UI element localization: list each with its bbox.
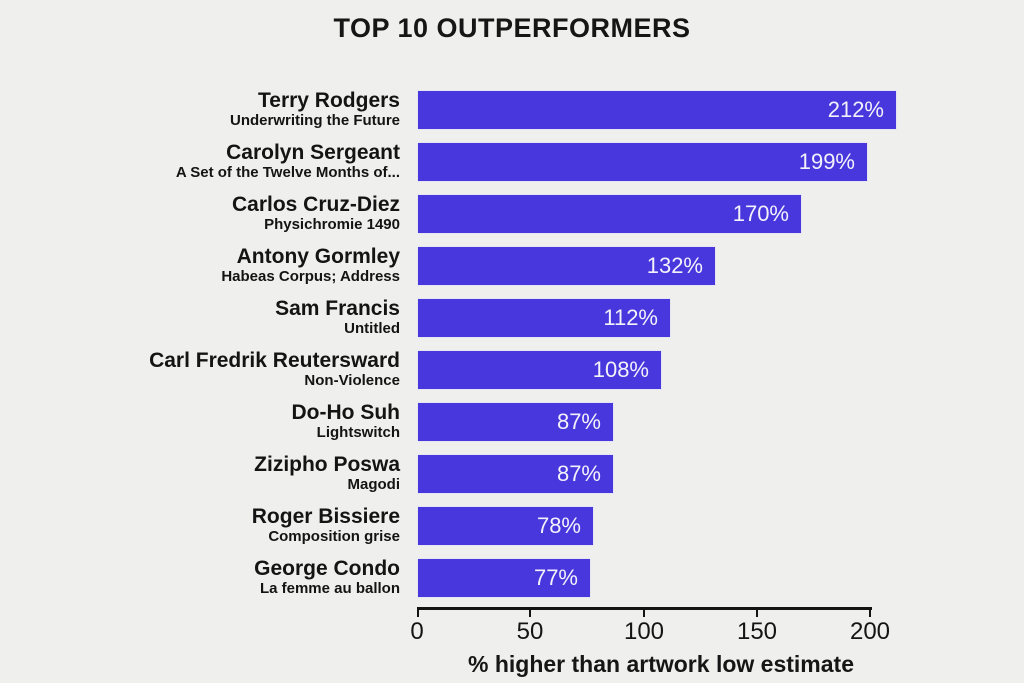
x-axis-tick — [643, 610, 645, 617]
bar-value-label: 78% — [536, 513, 581, 538]
artwork-title: A Set of the Twelve Months of... — [175, 164, 400, 182]
artist-name: Roger Bissiere — [251, 505, 400, 529]
bar-row: Carolyn Sergeant A Set of the Twelve Mont… — [0, 136, 1024, 188]
bar-row: Carl Fredrik Reutersward Non-Violence 108% — [0, 344, 1024, 396]
x-axis-line — [417, 607, 872, 610]
bar: 78% — [417, 506, 594, 546]
bar-row: Roger Bissiere Composition grise 78% — [0, 500, 1024, 552]
artwork-title: Habeas Corpus; Address — [221, 268, 400, 286]
bar: 132% — [417, 246, 716, 286]
artwork-title: Physichromie 1490 — [264, 216, 400, 234]
x-axis-tick — [417, 610, 419, 617]
chart-title: TOP 10 OUTPERFORMERS — [333, 13, 691, 43]
bar: 87% — [417, 454, 614, 494]
bar-row: Antony Gormley Habeas Corpus; Address 132% — [0, 240, 1024, 292]
bar-label: Antony Gormley Habeas Corpus; Address — [0, 245, 417, 287]
bar-value-label: 87% — [556, 409, 601, 434]
bar-value-label: 108% — [592, 357, 649, 382]
bar: 108% — [417, 350, 662, 390]
bar: 112% — [417, 298, 671, 338]
bar-row: Sam Francis Untitled 112% — [0, 292, 1024, 344]
bar-label: Carlos Cruz-Diez Physichromie 1490 — [0, 193, 417, 235]
x-axis-tick — [869, 610, 871, 617]
artist-name: Carlos Cruz-Diez — [231, 193, 400, 217]
bar: 199% — [417, 142, 868, 182]
bar-row: Zizipho Poswa Magodi 87% — [0, 448, 1024, 500]
artist-name: Do-Ho Suh — [291, 401, 400, 425]
artist-name: Sam Francis — [275, 297, 400, 321]
bar-value-label: 170% — [732, 201, 789, 226]
artwork-title: Composition grise — [268, 528, 400, 546]
bar-value-label: 112% — [603, 305, 658, 330]
x-axis-tick-label: 100 — [623, 618, 665, 645]
bar-label: Carl Fredrik Reutersward Non-Violence — [0, 349, 417, 391]
bar-row: Do-Ho Suh Lightswitch 87% — [0, 396, 1024, 448]
artist-name: Terry Rodgers — [258, 89, 400, 113]
bar: 212% — [417, 90, 897, 130]
bar-value-label: 87% — [556, 461, 601, 486]
x-axis-label: % higher than artwork low estimate — [468, 651, 854, 677]
bar-value-label: 199% — [798, 149, 855, 174]
artist-name: Carl Fredrik Reutersward — [149, 349, 400, 373]
bar-row: Carlos Cruz-Diez Physichromie 1490 170% — [0, 188, 1024, 240]
bar-label: Sam Francis Untitled — [0, 297, 417, 339]
bar-label: Carolyn Sergeant A Set of the Twelve Mont… — [0, 141, 417, 183]
x-axis-tick — [756, 610, 758, 617]
artwork-title: Non-Violence — [304, 372, 400, 390]
artwork-title: Untitled — [344, 320, 400, 338]
x-axis: 0 50 100 150 200 — [410, 607, 1024, 649]
bar-value-label: 77% — [533, 565, 578, 590]
bar: 170% — [417, 194, 802, 234]
x-axis-tick-label: 0 — [410, 618, 424, 645]
artwork-title: Underwriting the Future — [230, 112, 400, 130]
bar-row: Terry Rodgers Underwriting the Future 212% — [0, 84, 1024, 136]
bar: 77% — [417, 558, 591, 598]
bar-label: Roger Bissiere Composition grise — [0, 505, 417, 547]
x-axis-tick-label: 200 — [849, 618, 891, 645]
artwork-title: La femme au ballon — [259, 580, 400, 598]
bar-label: Terry Rodgers Underwriting the Future — [0, 89, 417, 131]
bar-label: Do-Ho Suh Lightswitch — [0, 401, 417, 443]
artwork-title: Lightswitch — [316, 424, 400, 442]
artist-name: Antony Gormley — [236, 245, 400, 269]
x-axis-tick — [529, 610, 531, 617]
bar-value-label: 212% — [827, 97, 884, 122]
bar-label: George Condo La femme au ballon — [0, 557, 417, 599]
artist-name: George Condo — [254, 557, 400, 581]
bar-value-label: 132% — [646, 253, 703, 278]
bar-rows: Terry Rodgers Underwriting the Future 212%… — [0, 84, 1024, 604]
artist-name: Zizipho Poswa — [254, 453, 400, 477]
artwork-title: Magodi — [347, 476, 401, 494]
bar-row: George Condo La femme au ballon 77% — [0, 552, 1024, 604]
bar-label: Zizipho Poswa Magodi — [0, 453, 417, 495]
artist-name: Carolyn Sergeant — [226, 141, 400, 165]
x-axis-tick-label: 50 — [516, 618, 544, 645]
bar: 87% — [417, 402, 614, 442]
x-axis-tick-label: 150 — [736, 618, 778, 645]
